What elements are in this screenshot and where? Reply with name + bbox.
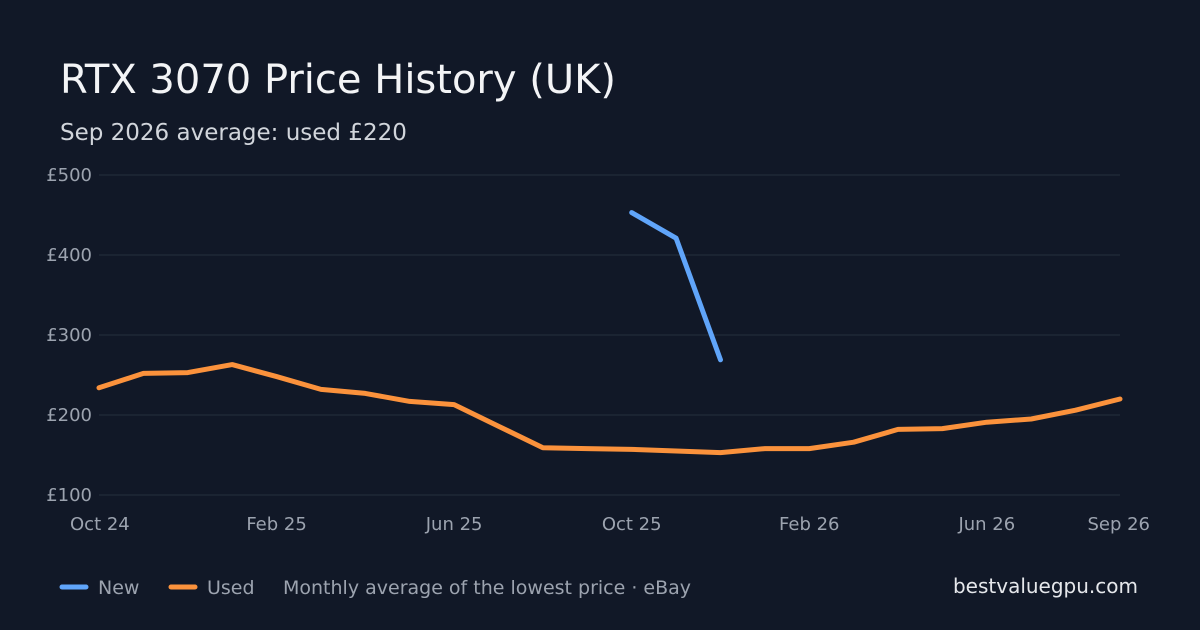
y-tick-label: £200 <box>46 405 92 426</box>
y-tick-label: £400 <box>46 245 92 266</box>
legend: New Used Monthly average of the lowest p… <box>59 577 691 599</box>
series-line-used <box>96 362 1123 456</box>
x-tick-label: Jun 25 <box>425 514 483 535</box>
series-line-new <box>629 210 723 363</box>
y-axis-ticks: £100 £200 £300 £400 £500 <box>46 165 92 506</box>
legend-label-new: New <box>98 577 139 599</box>
x-tick-label: Oct 24 <box>70 514 130 535</box>
legend-label-used: Used <box>207 577 255 599</box>
x-tick-label: Feb 25 <box>246 514 307 535</box>
series-lines <box>96 210 1123 456</box>
x-tick-label: Oct 25 <box>602 514 662 535</box>
grid-lines <box>99 174 1120 496</box>
x-axis-ticks: Oct 24 Feb 25 Jun 25 Oct 25 Feb 26 Jun 26 Sep … <box>70 514 1150 535</box>
x-tick-label: Sep 26 <box>1087 514 1150 535</box>
chart-subtitle: Sep 2026 average: used £220 <box>60 120 407 146</box>
x-tick-label: Feb 26 <box>779 514 840 535</box>
chart-title: RTX 3070 Price History (UK) <box>60 57 616 103</box>
y-tick-label: £300 <box>46 325 92 346</box>
y-tick-label: £100 <box>46 485 92 506</box>
x-tick-label: Jun 26 <box>957 514 1015 535</box>
site-name: bestvaluegpu.com <box>953 574 1138 598</box>
data-source-note: Monthly average of the lowest price · eB… <box>283 577 691 599</box>
y-tick-label: £500 <box>46 165 92 186</box>
